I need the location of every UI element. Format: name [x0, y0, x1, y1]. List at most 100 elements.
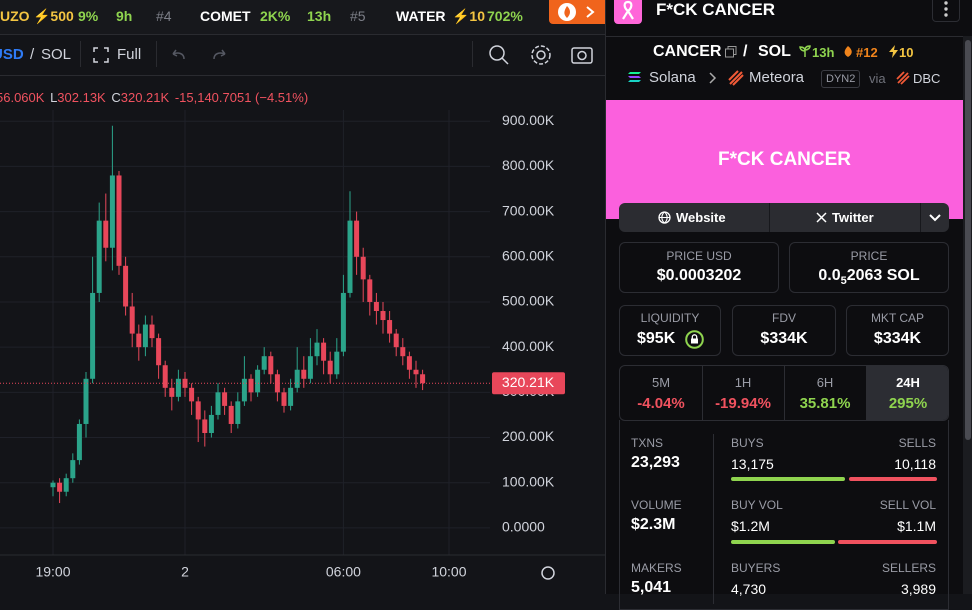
y-tick-label: 800.00K	[502, 157, 555, 173]
candle-body	[248, 378, 254, 393]
fdv-card: FDV $334K	[732, 305, 836, 356]
divider	[80, 41, 81, 67]
period-tab[interactable]: 6H 35.81%	[784, 366, 866, 420]
divider	[472, 41, 473, 67]
candle-body	[420, 374, 426, 384]
ohlc-key: C	[111, 90, 121, 105]
buy-ratio-bar	[731, 540, 835, 544]
bolt-icon	[889, 45, 898, 58]
active-tab[interactable]	[866, 366, 948, 420]
copy-icon[interactable]	[725, 46, 737, 58]
sprout-icon	[799, 45, 811, 57]
globe-icon	[658, 211, 671, 224]
scrollbar-thumb[interactable]	[965, 40, 971, 440]
ohlc-key: L	[50, 90, 58, 105]
candle-body	[142, 324, 148, 348]
stat-value: 3,989	[900, 581, 936, 597]
candle-body	[288, 387, 294, 406]
period-change: -4.04%	[637, 395, 685, 412]
y-tick-label: 700.00K	[502, 202, 555, 218]
stat-label: BUYERS	[731, 561, 781, 575]
quote-currency[interactable]: USD	[0, 46, 24, 63]
toolbar: USD / SOL Full	[0, 35, 605, 76]
ticker-name[interactable]: WATER	[396, 8, 446, 24]
menu-button[interactable]	[932, 0, 960, 22]
stat-value: 5,041	[631, 579, 672, 596]
divider	[769, 203, 770, 232]
period-label: 5M	[651, 375, 671, 390]
undo-redo[interactable]	[170, 47, 230, 63]
candle-body	[169, 387, 175, 397]
pair-age: 13h	[812, 45, 835, 60]
ticker-rank: #4	[156, 8, 172, 24]
fullscreen-icon[interactable]	[93, 47, 109, 63]
x-tick-label: 06:00	[326, 564, 361, 580]
settings-icon	[541, 566, 555, 580]
period-tab[interactable]: 5M -4.04%	[620, 366, 702, 420]
price-label: 320.21K	[502, 374, 555, 390]
twitter-link[interactable]: Twitter	[832, 210, 874, 225]
mkt-cap-card: MKT CAP $334K	[846, 305, 949, 356]
stat-label: SELLS	[898, 436, 936, 450]
candle-body	[57, 482, 63, 492]
price-native-card: PRICE 0.052063 SOL	[789, 242, 949, 293]
chart-tools[interactable]	[486, 43, 596, 67]
pool-badge: DYN2	[821, 70, 861, 88]
ticker-age: 13h	[307, 8, 332, 24]
candle-body	[334, 351, 340, 375]
price-label-box	[492, 372, 565, 395]
candle-body	[156, 338, 162, 366]
period-tab[interactable]: 1H -19.94%	[702, 366, 784, 420]
period-tab[interactable]: 24H 295%	[866, 366, 948, 420]
stat-label: TXNS	[631, 436, 664, 450]
fullscreen-label[interactable]: Full	[117, 46, 142, 63]
link-bar: Website Twitter	[619, 203, 949, 232]
pair-quote: SOL	[758, 43, 791, 60]
via-label: via	[869, 71, 886, 86]
divider	[713, 434, 714, 604]
website-link[interactable]: Website	[676, 210, 726, 225]
x-tick-label: 10:00	[431, 564, 466, 580]
ticker-age: 9h	[116, 8, 133, 24]
stat-label: SELLERS	[881, 561, 936, 575]
candle-body	[70, 460, 76, 479]
candle-body	[162, 365, 168, 388]
chain-name[interactable]: Solana	[649, 69, 696, 86]
price-zeros: 5	[840, 275, 847, 288]
candle-body	[307, 356, 313, 379]
liquidity-card: LIQUIDITY $95K	[619, 305, 721, 356]
period-label: 6H	[816, 375, 834, 390]
candle-body	[182, 378, 188, 388]
ohlc-legend: 56.060K L302.13K C320.21K -15,140.7051 (…	[0, 90, 308, 105]
stat-value: $1.2M	[731, 518, 770, 534]
dex-name[interactable]: Meteora	[749, 69, 805, 86]
stat-label: LIQUIDITY	[640, 311, 700, 325]
candle-body	[301, 369, 307, 379]
expand-icon[interactable]	[928, 213, 942, 223]
candle-body	[96, 220, 102, 293]
ticker-name[interactable]: COMET	[200, 8, 251, 24]
stat-value: 23,293	[631, 454, 680, 471]
candle-body	[261, 356, 267, 370]
ohlc-open: 56.060K	[0, 90, 45, 105]
scrollbar-track	[963, 36, 972, 594]
ticker-boost: ⚡500	[33, 8, 74, 24]
kebab-icon	[944, 1, 948, 17]
ticker-rank: #5	[350, 8, 366, 24]
candle-body	[321, 342, 327, 361]
lock-icon	[685, 330, 704, 349]
stat-label: MAKERS	[631, 561, 682, 575]
candle-body	[373, 301, 379, 312]
price-usd-card: PRICE USD $0.0003202	[619, 242, 779, 293]
base-currency[interactable]: SOL	[41, 46, 72, 63]
stat-value: 13,175	[731, 456, 774, 472]
x-tick-label: 19:00	[35, 564, 70, 580]
candle-body	[406, 356, 412, 370]
ticker-name[interactable]: UZO	[0, 8, 30, 24]
candle-body	[175, 378, 181, 397]
candle-body	[116, 175, 122, 266]
y-tick-label: 600.00K	[502, 247, 555, 263]
stat-label: FDV	[772, 311, 796, 325]
trending-button[interactable]	[549, 0, 605, 24]
stat-value: $95K	[637, 330, 676, 347]
